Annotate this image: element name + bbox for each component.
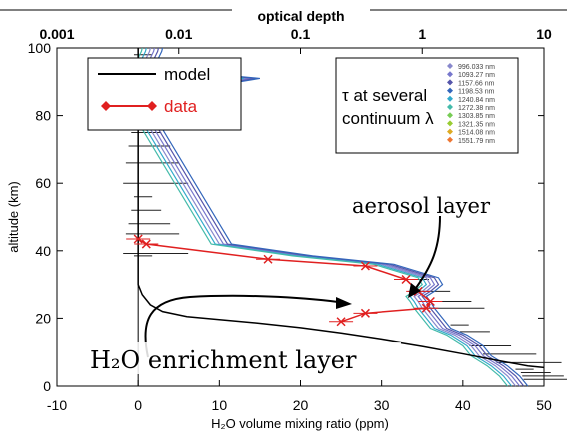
top-tick-label: 0.01 [165,26,192,42]
top-tick-label: 0.1 [291,26,311,42]
tau-legend-entry: 1093.27 nm [458,72,495,79]
legend-data-marker-right [147,101,157,111]
top-axis-tick-labels: 0.001 0.01 0.1 1 10 [39,26,552,42]
y-tick-label: 0 [43,378,51,394]
tau-legend-entry: 1303.85 nm [458,113,495,120]
tau-legend-marker [447,95,453,102]
tau-legend-marker [447,71,453,78]
y-axis-tick-labels: 0 20 40 60 80 100 [28,40,52,394]
x-tick-label: 30 [374,397,390,413]
top-tick-label: 0.001 [39,26,74,42]
tau-legend-marker [447,112,453,119]
x-axis-tick-labels: -10 0 10 20 30 40 50 [47,397,552,413]
axis-ticks [56,47,545,387]
tau-legend-entry: 1272.38 nm [458,105,495,112]
enrichment-arrowhead [336,297,352,309]
x-tick-label: 20 [293,397,309,413]
top-tick-label: 10 [536,26,552,42]
y-tick-label: 20 [35,310,51,326]
x-tick-label: -10 [47,397,67,413]
aerosol-arrow [415,215,441,289]
data-point [401,274,411,285]
y-tick-label: 80 [35,108,51,124]
enrichment-label-backing [86,342,401,374]
y-tick-label: 40 [35,243,51,259]
tau-legend-entry: 1551.79 nm [458,138,495,145]
tau-legend-title-line2: continuum λ [342,109,434,128]
legend-data-marker-left [101,101,111,111]
tau-legend-entry: 1240.84 nm [458,97,495,104]
x-tick-label: 10 [212,397,228,413]
aerosol-arrowhead [408,283,421,298]
tau-legend-marker [447,120,453,127]
data-point [360,261,370,271]
tau-legend-marker [447,128,453,135]
tau-legend: τ at several continuum λ 996.033 nm1093.… [335,57,519,154]
tau-legend-title-line1: τ at several [342,86,427,105]
tau-legend-entry: 1321.35 nm [458,121,495,128]
x-tick-label: 40 [455,397,471,413]
y-tick-label: 60 [35,175,51,191]
tau-legend-entry: 996.033 nm [458,64,495,71]
tau-legend-entry: 1514.08 nm [458,130,495,137]
legend-data-label: data [164,97,198,116]
tau-legend-entry: 1198.53 nm [458,89,495,96]
x-axis-label: H₂O volume mixing ratio (ppm) [211,416,389,431]
data-point [421,303,431,313]
data-point [360,308,370,318]
tau-legend-marker [447,63,453,69]
tau-legend-marker [447,104,453,110]
enrichment-arrow [144,294,339,358]
data-point [133,234,143,244]
tau-legend-marker [447,87,453,94]
aerosol-layer-label: aerosol layer [352,194,491,218]
data-point [336,317,346,327]
y-axis-label: altitude (km) [6,181,21,253]
tau-legend-marker [447,79,453,86]
main-legend-box [87,57,242,131]
data-point [263,254,273,264]
enrichment-layer-label: H₂O enrichment layer [90,346,357,374]
main-legend: model data [87,57,242,131]
tau-legend-entry: 1157.66 nm [458,80,495,87]
top-axis-title: optical depth [257,8,344,24]
tau-legend-marker [447,136,453,143]
tau-legend-box [335,57,519,154]
x-tick-label: 0 [134,397,142,413]
data-point [425,296,435,307]
top-tick-label: 1 [418,26,426,42]
legend-model-label: model [164,65,210,84]
y-tick-label: 100 [28,40,52,56]
data-point [141,239,151,249]
x-tick-label: 50 [536,397,552,413]
